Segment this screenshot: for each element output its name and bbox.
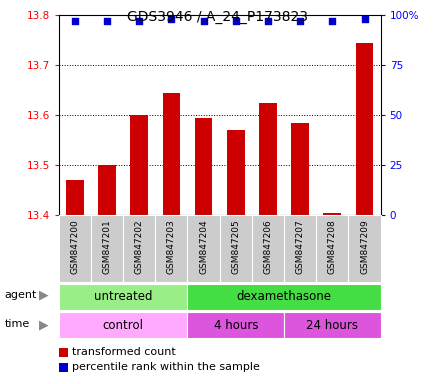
- FancyBboxPatch shape: [155, 215, 187, 282]
- Text: 24 hours: 24 hours: [306, 319, 358, 332]
- Text: GSM847204: GSM847204: [199, 220, 207, 275]
- Text: GSM847205: GSM847205: [231, 220, 240, 275]
- Point: [71, 18, 78, 25]
- Point: [200, 18, 207, 25]
- Text: untreated: untreated: [94, 290, 152, 303]
- FancyBboxPatch shape: [283, 215, 316, 282]
- Text: GSM847201: GSM847201: [102, 220, 111, 275]
- Text: GSM847206: GSM847206: [263, 220, 272, 275]
- Text: transformed count: transformed count: [72, 347, 175, 357]
- Text: GSM847202: GSM847202: [135, 220, 143, 275]
- Bar: [162, 93, 180, 215]
- Text: agent: agent: [4, 290, 36, 300]
- FancyBboxPatch shape: [219, 215, 251, 282]
- Bar: [227, 130, 244, 215]
- Bar: [194, 118, 212, 215]
- Text: 4 hours: 4 hours: [213, 319, 257, 332]
- FancyBboxPatch shape: [316, 215, 348, 282]
- Bar: [98, 165, 115, 215]
- Bar: [323, 213, 340, 215]
- Point: [296, 18, 303, 25]
- Bar: [355, 43, 372, 215]
- Text: time: time: [4, 319, 30, 329]
- Point: [360, 16, 367, 22]
- FancyBboxPatch shape: [187, 284, 380, 310]
- Point: [103, 18, 110, 25]
- Text: GSM847200: GSM847200: [70, 220, 79, 275]
- FancyBboxPatch shape: [283, 313, 380, 338]
- Text: control: control: [102, 319, 143, 332]
- FancyBboxPatch shape: [123, 215, 155, 282]
- Text: GSM847209: GSM847209: [359, 220, 368, 275]
- FancyBboxPatch shape: [59, 284, 187, 310]
- Point: [168, 16, 174, 22]
- Text: dexamethasone: dexamethasone: [236, 290, 331, 303]
- Text: ▶: ▶: [39, 318, 48, 331]
- Text: GDS3946 / A_24_P173823: GDS3946 / A_24_P173823: [127, 10, 307, 23]
- Point: [264, 18, 271, 25]
- Bar: [66, 180, 83, 215]
- Text: ▶: ▶: [39, 288, 48, 301]
- Text: GSM847203: GSM847203: [167, 220, 175, 275]
- FancyBboxPatch shape: [91, 215, 123, 282]
- Bar: [259, 103, 276, 215]
- Point: [328, 18, 335, 25]
- FancyBboxPatch shape: [59, 313, 187, 338]
- Text: GSM847207: GSM847207: [295, 220, 304, 275]
- FancyBboxPatch shape: [348, 215, 380, 282]
- Bar: [130, 115, 148, 215]
- FancyBboxPatch shape: [187, 215, 219, 282]
- Point: [232, 18, 239, 25]
- FancyBboxPatch shape: [59, 215, 91, 282]
- Text: percentile rank within the sample: percentile rank within the sample: [72, 362, 259, 372]
- FancyBboxPatch shape: [251, 215, 283, 282]
- Point: [135, 18, 142, 25]
- FancyBboxPatch shape: [187, 313, 283, 338]
- Text: GSM847208: GSM847208: [327, 220, 336, 275]
- Bar: [291, 122, 308, 215]
